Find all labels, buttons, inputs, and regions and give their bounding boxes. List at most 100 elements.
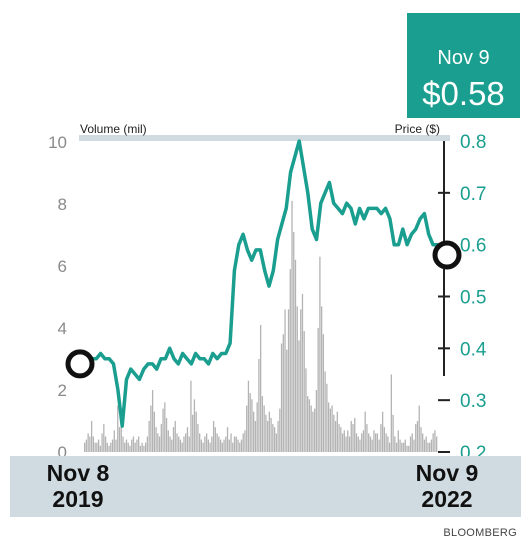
volume-bar (261, 396, 264, 452)
volume-bar (350, 421, 352, 452)
volume-bar (129, 445, 131, 452)
volume-bar (92, 436, 95, 452)
volume-bar (268, 411, 271, 452)
volume-bar (131, 439, 133, 452)
volume-bar (190, 380, 192, 452)
volume-bar (209, 442, 211, 452)
volume-bar (158, 436, 161, 452)
volume-bars (84, 200, 438, 452)
volume-bar (232, 442, 234, 452)
volume-bar (110, 442, 112, 452)
volume-bar (420, 427, 422, 452)
volume-bar (390, 374, 392, 452)
volume-bar (284, 309, 286, 452)
volume-bar (273, 427, 276, 452)
volume-bar (314, 408, 316, 452)
volume-bar (272, 424, 274, 452)
volume-bar (85, 439, 88, 452)
volume-bar (104, 436, 107, 452)
volume-bar (310, 405, 312, 452)
volume-bar (199, 433, 201, 452)
volume-bar (436, 436, 438, 452)
price-tick-label: 0.6 (460, 236, 486, 257)
volume-bar (218, 436, 220, 452)
volume-bar (117, 405, 119, 452)
date-band (10, 456, 521, 517)
volume-bar (340, 427, 342, 452)
volume-bar (282, 334, 284, 452)
volume-bar (223, 439, 225, 452)
volume-bar (326, 383, 328, 452)
volume-bar (279, 408, 281, 452)
volume-bar (192, 414, 194, 452)
volume-bar (345, 436, 347, 452)
volume-bar (327, 402, 330, 452)
volume-bar (385, 433, 387, 452)
volume-bar (331, 405, 333, 452)
volume-bar (343, 430, 345, 452)
volume-bar (427, 442, 429, 452)
volume-bar (320, 306, 323, 452)
price-tick-label: 0.5 (460, 288, 486, 309)
volume-bar (240, 439, 243, 452)
callout-date: Nov 9 (437, 47, 490, 69)
volume-bar (347, 430, 349, 452)
volume-bar (239, 442, 241, 452)
volume-bar (162, 408, 164, 452)
volume-bar (108, 445, 110, 452)
volume-bar (366, 424, 368, 452)
volume-tick-label: 6 (58, 257, 67, 276)
volume-bar (167, 430, 169, 452)
volume-bar (308, 399, 311, 452)
price-line (77, 139, 448, 428)
volume-bar (432, 433, 434, 452)
volume-bar (84, 442, 86, 452)
volume-bar (144, 442, 147, 452)
volume-bar (186, 427, 189, 452)
volume-bar (202, 442, 204, 452)
volume-bar (139, 445, 142, 452)
volume-bar (207, 439, 210, 452)
volume-bar (296, 306, 298, 452)
volume-bar (120, 414, 122, 452)
volume-bar (219, 439, 222, 452)
volume-bar (188, 436, 190, 452)
volume-bar (141, 442, 143, 452)
volume-bar (416, 421, 419, 452)
volume-bar (172, 427, 175, 452)
volume-bar (402, 442, 405, 452)
volume-bar (101, 433, 103, 452)
volume-bar (185, 433, 187, 452)
volume-bar (415, 424, 417, 452)
volume-bar (429, 442, 431, 452)
volume-bar (434, 430, 436, 452)
volume-bar (237, 439, 239, 452)
volume-bar (94, 442, 96, 452)
volume-bar (333, 414, 335, 452)
volume-bar (411, 433, 413, 452)
volume-bar (329, 408, 331, 452)
volume-bar (212, 421, 215, 452)
volume-bar (387, 436, 389, 452)
volume-bar (263, 405, 265, 452)
volume-bar (216, 433, 218, 452)
volume-bar (235, 436, 237, 452)
volume-bar (230, 433, 232, 452)
volume-bar (258, 359, 260, 452)
volume-bar (305, 368, 307, 452)
volume-bar (165, 417, 168, 452)
volume-bar (127, 442, 129, 452)
right-axis-title: Price ($) (395, 122, 440, 136)
volume-bar (354, 417, 356, 452)
volume-bar (293, 231, 295, 452)
volume-bar (251, 399, 253, 452)
price-tick-label: 0.3 (460, 391, 486, 412)
volume-bar (106, 442, 108, 452)
volume-bar (138, 436, 140, 452)
volume-bar (90, 421, 93, 452)
volume-bar (375, 433, 377, 452)
end-date-label: Nov 9 (416, 460, 479, 486)
volume-bar (388, 442, 391, 452)
volume-bar (355, 433, 358, 452)
volume-bar (96, 442, 98, 452)
